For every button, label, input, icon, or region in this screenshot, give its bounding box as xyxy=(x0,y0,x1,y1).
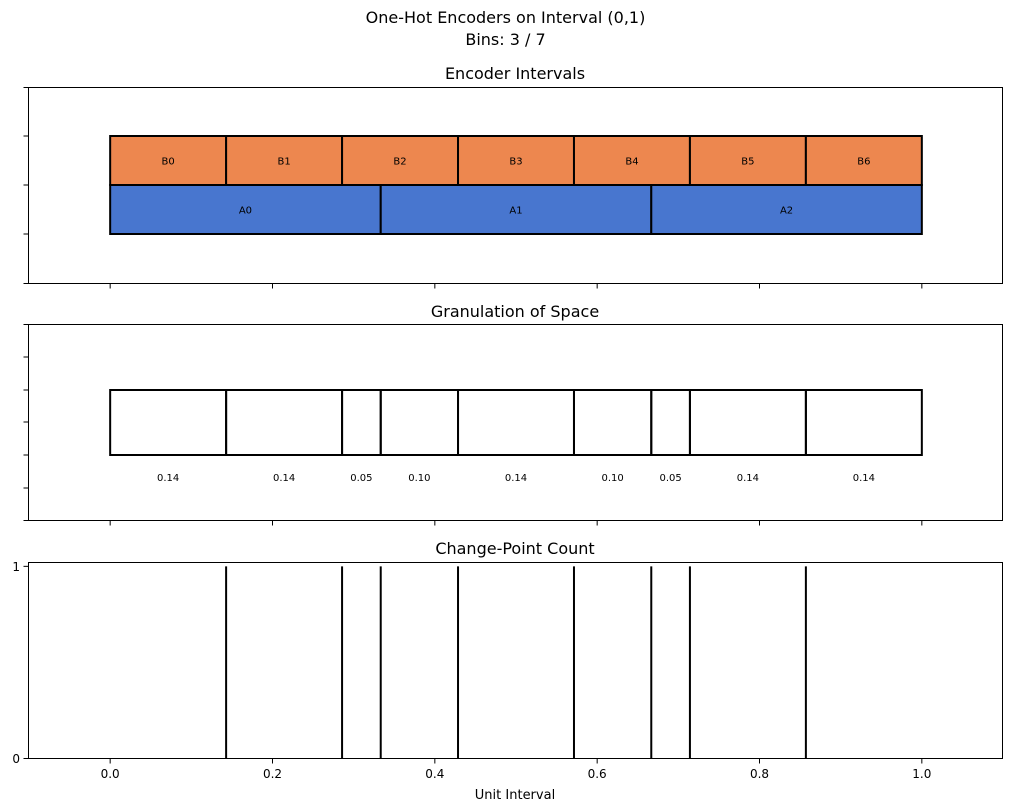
encoder-intervals-panel: Encoder Intervals B0 B1 B2 B3 B4 B5 B6 A0 A1 A2 xyxy=(23,64,1003,289)
encoder-bin-B3 xyxy=(457,135,575,186)
granulation-frame xyxy=(28,324,1003,521)
encoder-bin-label-B2: B2 xyxy=(393,157,406,168)
granule-cell xyxy=(804,389,923,456)
encoder-bin-A0 xyxy=(109,184,382,235)
encoder-bin-label-B3: B3 xyxy=(509,157,522,168)
figure-subtitle: Bins: 3 / 7 xyxy=(465,30,545,49)
x-axis-label: Unit Interval xyxy=(475,788,555,803)
encoder-bin-label-B6: B6 xyxy=(857,157,870,168)
figure-title: One-Hot Encoders on Interval (0,1) xyxy=(366,8,646,27)
granule-width-label: 0.14 xyxy=(505,473,527,484)
granule-cell xyxy=(109,389,228,456)
granule-width-label: 0.05 xyxy=(659,473,681,484)
granule-cell xyxy=(457,389,575,456)
granule-cell xyxy=(572,389,653,456)
granule-cell xyxy=(225,389,344,456)
encoder-bin-label-A2: A2 xyxy=(780,206,793,217)
change-point-panel: Change-Point Count 010.0 0.2 0.4 0.6 0.8 1.0 … xyxy=(12,539,1003,803)
encoder-bin-label-A1: A1 xyxy=(509,206,522,217)
encoder-bin-A2 xyxy=(650,184,923,235)
granule-width-label: 0.10 xyxy=(601,473,623,484)
granule-width-label: 0.14 xyxy=(157,473,179,484)
x-tick-label: 0.4 xyxy=(425,767,444,781)
encoder-bin-label-A0: A0 xyxy=(239,206,252,217)
change-point-title: Change-Point Count xyxy=(435,539,594,558)
encoder-bin-label-B5: B5 xyxy=(741,157,754,168)
granule-width-label: 0.14 xyxy=(273,473,295,484)
granule-cell xyxy=(650,389,691,456)
x-tick-label: 0.8 xyxy=(750,767,769,781)
encoder-bin-A1 xyxy=(379,184,653,235)
granule-cell xyxy=(341,389,382,456)
change-point-frame xyxy=(28,562,1003,759)
y-tick-label: 1 xyxy=(12,560,20,574)
encoder-bin-label-B4: B4 xyxy=(625,157,638,168)
encoder-bin-B5 xyxy=(688,135,807,186)
encoder-bin-B6 xyxy=(804,135,923,186)
granule-width-label: 0.10 xyxy=(408,473,430,484)
granule-width-label: 0.14 xyxy=(853,473,875,484)
x-tick-label: 1.0 xyxy=(912,767,931,781)
encoder-bin-label-B1: B1 xyxy=(277,157,290,168)
granulation-title: Granulation of Space xyxy=(431,302,599,321)
x-tick-label: 0.6 xyxy=(588,767,607,781)
encoder-intervals-title: Encoder Intervals xyxy=(445,64,585,83)
granulation-panel: Granulation of Space 0.14 0.14 0.05 0.10 0.1… xyxy=(23,302,1003,526)
granule-cell xyxy=(688,389,807,456)
y-tick-label: 0 xyxy=(12,752,20,766)
granule-cell xyxy=(379,389,460,456)
granule-width-label: 0.14 xyxy=(737,473,759,484)
x-tick-label: 0.0 xyxy=(101,767,120,781)
granule-width-label: 0.05 xyxy=(350,473,372,484)
encoder-bin-label-B0: B0 xyxy=(162,157,175,168)
x-tick-label: 0.2 xyxy=(263,767,282,781)
